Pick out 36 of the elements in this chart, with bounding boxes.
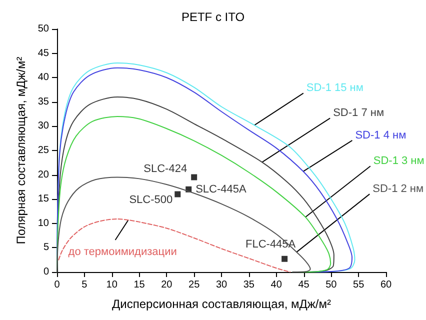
text: SD-1 3 нм <box>373 155 424 168</box>
y-tick-label: 40 <box>38 72 50 84</box>
y-tick-label: 15 <box>38 194 50 205</box>
text: SD-1 2 нм <box>372 183 424 196</box>
series-label: до термоимидизации <box>68 246 177 258</box>
x-tick-label: 50 <box>326 280 338 290</box>
y-tick-label: 5 <box>43 242 50 254</box>
y-tick-label: 25 <box>38 145 50 156</box>
text: SD-1 7 нм <box>333 107 384 120</box>
x-tick-label: 0 <box>54 280 60 290</box>
x-tick-label: 40 <box>270 280 282 290</box>
x-tick-label: 30 <box>216 280 228 290</box>
annotation: SLC-424 <box>144 163 188 176</box>
x-tick-label: 45 <box>298 280 310 290</box>
y-tick-label: 45 <box>38 48 50 59</box>
x-tick-label: 20 <box>161 280 173 290</box>
chart-title: PETF с ITO <box>181 10 245 24</box>
x-axis-title: Дисперсионная составляющая, мДж/м² <box>112 297 331 311</box>
x-tick-label: 5 <box>82 280 88 290</box>
y-tick-label: 30 <box>38 120 50 132</box>
y-tick-label: 0 <box>43 266 50 278</box>
y-axis-title: Полярная составляющая, мДж/м² <box>14 56 28 244</box>
y-tick-label: 10 <box>38 218 50 229</box>
x-tick-label: 25 <box>188 280 200 290</box>
x-tick-label: 15 <box>134 280 146 290</box>
y-tick-label: 35 <box>38 96 50 108</box>
y-tick-label: 50 <box>38 24 50 34</box>
x-tick-label: 35 <box>243 280 255 290</box>
text: SD-1 15 нм <box>306 82 364 94</box>
y-tick-label: 20 <box>38 169 50 180</box>
annotation: SLC-445A <box>196 183 248 196</box>
text: SD-1 4 нм <box>355 129 406 142</box>
x-tick-label: 55 <box>353 280 365 290</box>
annotation: SLC-500 <box>129 194 173 206</box>
x-tick-label: 60 <box>380 280 392 290</box>
x-tick-label: 10 <box>106 280 118 290</box>
